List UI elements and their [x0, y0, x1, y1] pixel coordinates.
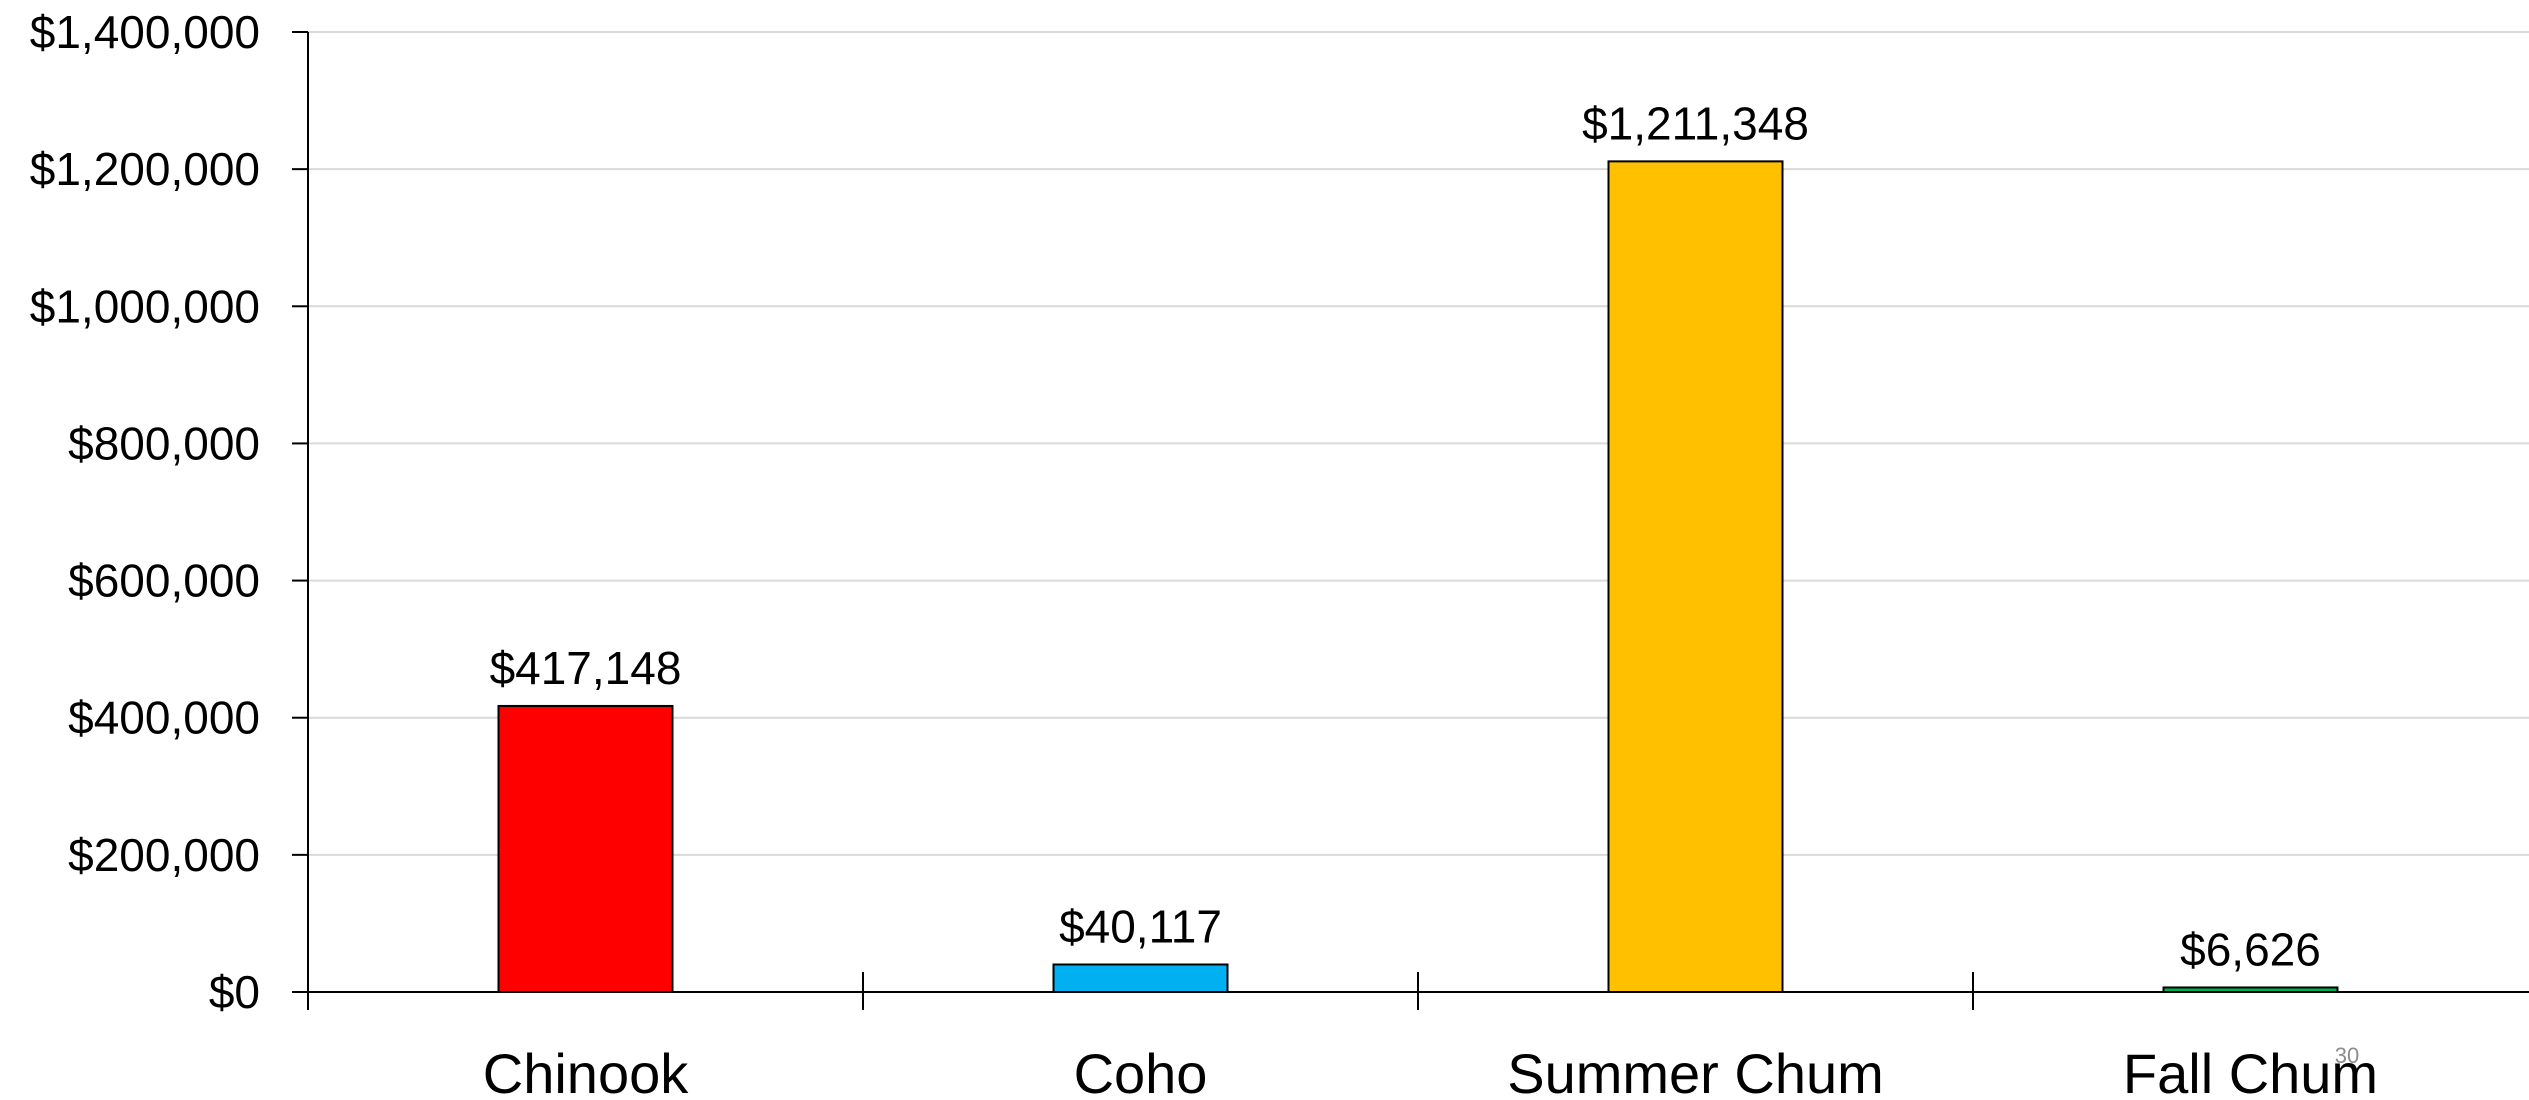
gridlines — [308, 31, 2529, 856]
data-label: $40,117 — [1059, 900, 1222, 952]
bar-fall-chum — [2162, 986, 2339, 994]
y-tick-label: $0 — [209, 966, 260, 1018]
bar-summer-chum — [1607, 160, 1784, 993]
y-tick-label: $200,000 — [68, 829, 260, 881]
bar-coho — [1052, 963, 1229, 994]
y-tick-label: $1,200,000 — [30, 143, 260, 195]
y-tick-label: $600,000 — [68, 555, 260, 607]
y-axis-tick-labels: $0 $200,000 $400,000 $600,000 $800,000 $1,000… — [30, 6, 260, 1018]
axes — [292, 31, 2529, 1010]
y-tick-label: $400,000 — [68, 692, 260, 744]
data-label: $6,626 — [2180, 923, 2321, 975]
data-labels: $417,148 $40,117 $1,211,348 $6,626 — [490, 97, 2321, 975]
y-tick-label: $1,400,000 — [30, 6, 260, 58]
category-label: Fall Chum — [2123, 1042, 2378, 1100]
y-tick-label: $1,000,000 — [30, 280, 260, 332]
category-label: Coho — [1074, 1042, 1208, 1100]
data-label: $1,211,348 — [1582, 97, 1809, 149]
category-label: Chinook — [483, 1042, 689, 1100]
category-label: Summer Chum — [1507, 1042, 1884, 1100]
data-label: $417,148 — [490, 642, 682, 694]
x-axis-category-labels: Chinook Coho Summer Chum Fall Chum — [483, 1042, 2378, 1100]
bars — [497, 160, 2339, 994]
slide-number: 30 — [2335, 1043, 2359, 1068]
bar-chinook — [497, 704, 674, 993]
y-tick-label: $800,000 — [68, 417, 260, 469]
